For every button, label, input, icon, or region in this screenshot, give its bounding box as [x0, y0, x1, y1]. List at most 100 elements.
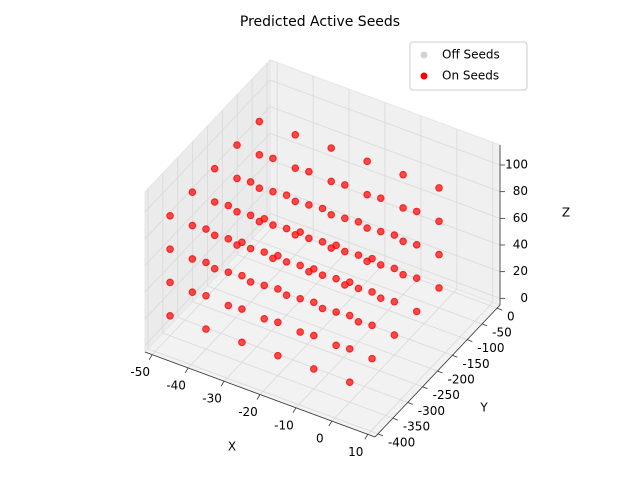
data-point — [399, 237, 407, 246]
data-point — [166, 278, 174, 287]
data-point — [224, 235, 233, 243]
tick-mark — [452, 354, 458, 358]
data-point — [390, 231, 399, 239]
data-point — [282, 224, 291, 233]
data-point — [260, 281, 269, 290]
data-point — [412, 307, 421, 316]
y-axis-line — [374, 304, 501, 438]
z-tick-label: 100 — [505, 158, 528, 172]
data-point — [274, 285, 282, 293]
z-tick-label: 60 — [513, 211, 528, 225]
data-point — [260, 314, 269, 323]
data-point — [345, 345, 354, 353]
grid-line — [144, 133, 271, 266]
y-tick-label: -350 — [403, 420, 430, 434]
legend-box — [409, 41, 528, 91]
tick-mark — [292, 407, 297, 413]
data-point — [188, 221, 197, 230]
data-point — [363, 224, 371, 232]
data-point — [390, 331, 399, 339]
data-point — [274, 351, 282, 360]
tick-mark — [467, 339, 473, 342]
data-point — [291, 197, 300, 206]
data-point — [210, 231, 219, 240]
x-tick-label: -10 — [274, 418, 294, 432]
x-tick-label: -50 — [130, 365, 150, 379]
data-point — [238, 271, 246, 280]
data-point — [282, 191, 291, 200]
tick-mark — [148, 354, 153, 360]
data-point — [309, 298, 318, 307]
grid-line — [207, 285, 438, 372]
tick-mark — [220, 381, 225, 387]
data-point — [327, 210, 336, 219]
x-tick-label: -30 — [202, 392, 222, 406]
data-point — [376, 261, 385, 269]
data-point — [332, 308, 340, 316]
grid-line — [269, 79, 501, 166]
data-point — [399, 204, 407, 212]
data-point — [354, 251, 363, 259]
tick-mark — [496, 307, 503, 311]
grid-line — [144, 213, 271, 346]
data-point — [224, 268, 233, 276]
data-point — [274, 251, 282, 260]
data-point — [166, 245, 174, 253]
grid-line — [237, 254, 468, 340]
legend-marker — [420, 51, 428, 59]
grid-line — [192, 301, 423, 388]
data-point — [363, 157, 371, 166]
data-point — [282, 291, 291, 300]
legend: Off Seeds On Seeds — [409, 41, 528, 91]
tick-mark — [184, 367, 189, 374]
data-point — [435, 284, 443, 292]
data-point — [327, 144, 336, 152]
data-point — [274, 318, 282, 327]
data-point — [305, 201, 313, 209]
data-point — [305, 234, 313, 243]
data-point — [341, 181, 349, 189]
data-point — [260, 248, 269, 256]
data-point — [296, 228, 304, 236]
data-point — [332, 341, 340, 350]
data-point — [390, 264, 399, 273]
data-point — [368, 321, 376, 330]
data-point — [210, 264, 219, 273]
z-axis-label: Z — [562, 206, 570, 220]
data-point — [166, 211, 174, 220]
grid-line — [147, 348, 379, 435]
data-point — [202, 291, 210, 300]
data-point — [345, 378, 354, 387]
data-point — [291, 164, 300, 172]
data-point — [435, 250, 443, 259]
legend-label: On Seeds — [442, 69, 499, 83]
data-point — [345, 311, 354, 320]
grid-line — [269, 186, 501, 273]
data-point — [166, 311, 174, 320]
data-point — [291, 130, 300, 139]
data-point — [345, 278, 354, 287]
grid-line — [144, 186, 271, 319]
data-point — [332, 274, 340, 283]
z-tick-label: 20 — [513, 264, 528, 278]
data-point — [399, 170, 407, 179]
data-point — [309, 265, 318, 273]
chart-title: Predicted Active Seeds — [240, 14, 400, 30]
data-point — [390, 297, 399, 306]
grid-line — [144, 79, 271, 213]
data-point — [296, 294, 304, 303]
z-tick-label: 80 — [513, 184, 528, 198]
data-point — [238, 338, 246, 347]
data-point — [233, 141, 241, 149]
data-point — [376, 294, 385, 303]
grid-line — [144, 106, 271, 239]
tick-mark — [377, 433, 384, 437]
data-point — [233, 207, 241, 216]
x-tick-label: 0 — [316, 432, 324, 446]
data-point — [246, 278, 255, 286]
legend-label: Off Seeds — [442, 48, 500, 62]
data-point — [255, 117, 264, 126]
data-point — [260, 214, 269, 223]
grid-line — [177, 317, 408, 403]
